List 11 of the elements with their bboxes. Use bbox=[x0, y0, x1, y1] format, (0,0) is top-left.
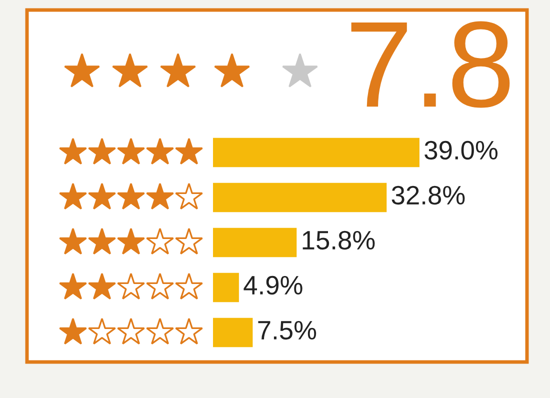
data-label: 15.8% bbox=[302, 230, 375, 250]
data-label: 32.8% bbox=[392, 186, 465, 205]
data-label: 7.5% bbox=[258, 321, 316, 340]
data-label: 39.0% bbox=[424, 140, 498, 160]
bar bbox=[213, 228, 297, 258]
bar bbox=[213, 272, 239, 302]
bar bbox=[213, 182, 387, 212]
bar bbox=[213, 318, 253, 348]
bar bbox=[213, 138, 420, 168]
chart-title: 7.8 bbox=[351, 21, 510, 108]
data-label: 4.9% bbox=[244, 276, 302, 295]
